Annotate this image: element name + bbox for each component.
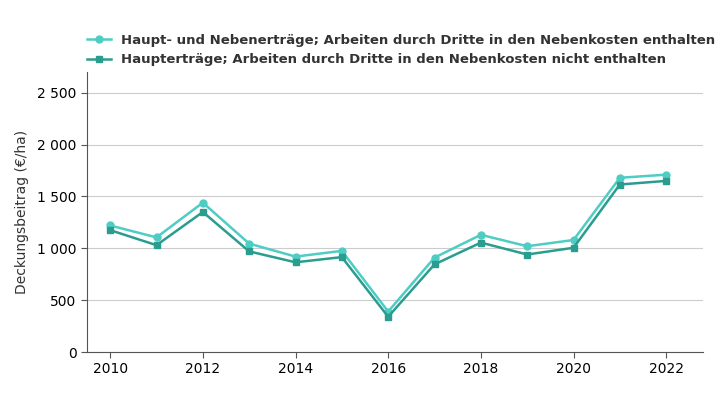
Haupterträge; Arbeiten durch Dritte in den Nebenkosten nicht enthalten: [662, 178, 671, 183]
Line: Haupt- und Nebenerträge; Arbeiten durch Dritte in den Nebenkosten enthalten: Haupt- und Nebenerträge; Arbeiten durch …: [107, 171, 670, 315]
Line: Haupterträge; Arbeiten durch Dritte in den Nebenkosten nicht enthalten: Haupterträge; Arbeiten durch Dritte in d…: [107, 178, 670, 320]
Haupterträge; Arbeiten durch Dritte in den Nebenkosten nicht enthalten: [245, 249, 254, 254]
Haupterträge; Arbeiten durch Dritte in den Nebenkosten nicht enthalten: [338, 255, 347, 260]
Y-axis label: Deckungsbeitrag (€/ha): Deckungsbeitrag (€/ha): [14, 130, 29, 294]
Haupterträge; Arbeiten durch Dritte in den Nebenkosten nicht enthalten: [616, 182, 624, 187]
Haupterträge; Arbeiten durch Dritte in den Nebenkosten nicht enthalten: [569, 245, 578, 250]
Haupt- und Nebenerträge; Arbeiten durch Dritte in den Nebenkosten enthalten: [616, 175, 624, 180]
Haupt- und Nebenerträge; Arbeiten durch Dritte in den Nebenkosten enthalten: [106, 223, 115, 228]
Haupterträge; Arbeiten durch Dritte in den Nebenkosten nicht enthalten: [199, 210, 207, 214]
Haupt- und Nebenerträge; Arbeiten durch Dritte in den Nebenkosten enthalten: [199, 200, 207, 205]
Haupterträge; Arbeiten durch Dritte in den Nebenkosten nicht enthalten: [384, 314, 392, 319]
Haupterträge; Arbeiten durch Dritte in den Nebenkosten nicht enthalten: [291, 260, 300, 265]
Haupt- und Nebenerträge; Arbeiten durch Dritte in den Nebenkosten enthalten: [152, 235, 161, 240]
Haupt- und Nebenerträge; Arbeiten durch Dritte in den Nebenkosten enthalten: [476, 232, 485, 237]
Haupterträge; Arbeiten durch Dritte in den Nebenkosten nicht enthalten: [106, 228, 115, 232]
Haupt- und Nebenerträge; Arbeiten durch Dritte in den Nebenkosten enthalten: [523, 244, 531, 249]
Legend: Haupt- und Nebenerträge; Arbeiten durch Dritte in den Nebenkosten enthalten, Hau: Haupt- und Nebenerträge; Arbeiten durch …: [87, 34, 716, 66]
Haupt- und Nebenerträge; Arbeiten durch Dritte in den Nebenkosten enthalten: [245, 241, 254, 246]
Haupterträge; Arbeiten durch Dritte in den Nebenkosten nicht enthalten: [152, 243, 161, 248]
Haupt- und Nebenerträge; Arbeiten durch Dritte in den Nebenkosten enthalten: [338, 248, 347, 253]
Haupterträge; Arbeiten durch Dritte in den Nebenkosten nicht enthalten: [523, 252, 531, 257]
Haupt- und Nebenerträge; Arbeiten durch Dritte in den Nebenkosten enthalten: [662, 172, 671, 177]
Haupt- und Nebenerträge; Arbeiten durch Dritte in den Nebenkosten enthalten: [430, 255, 439, 260]
Haupt- und Nebenerträge; Arbeiten durch Dritte in den Nebenkosten enthalten: [384, 309, 392, 314]
Haupt- und Nebenerträge; Arbeiten durch Dritte in den Nebenkosten enthalten: [569, 238, 578, 242]
Haupterträge; Arbeiten durch Dritte in den Nebenkosten nicht enthalten: [476, 240, 485, 245]
Haupterträge; Arbeiten durch Dritte in den Nebenkosten nicht enthalten: [430, 262, 439, 267]
Haupt- und Nebenerträge; Arbeiten durch Dritte in den Nebenkosten enthalten: [291, 254, 300, 259]
